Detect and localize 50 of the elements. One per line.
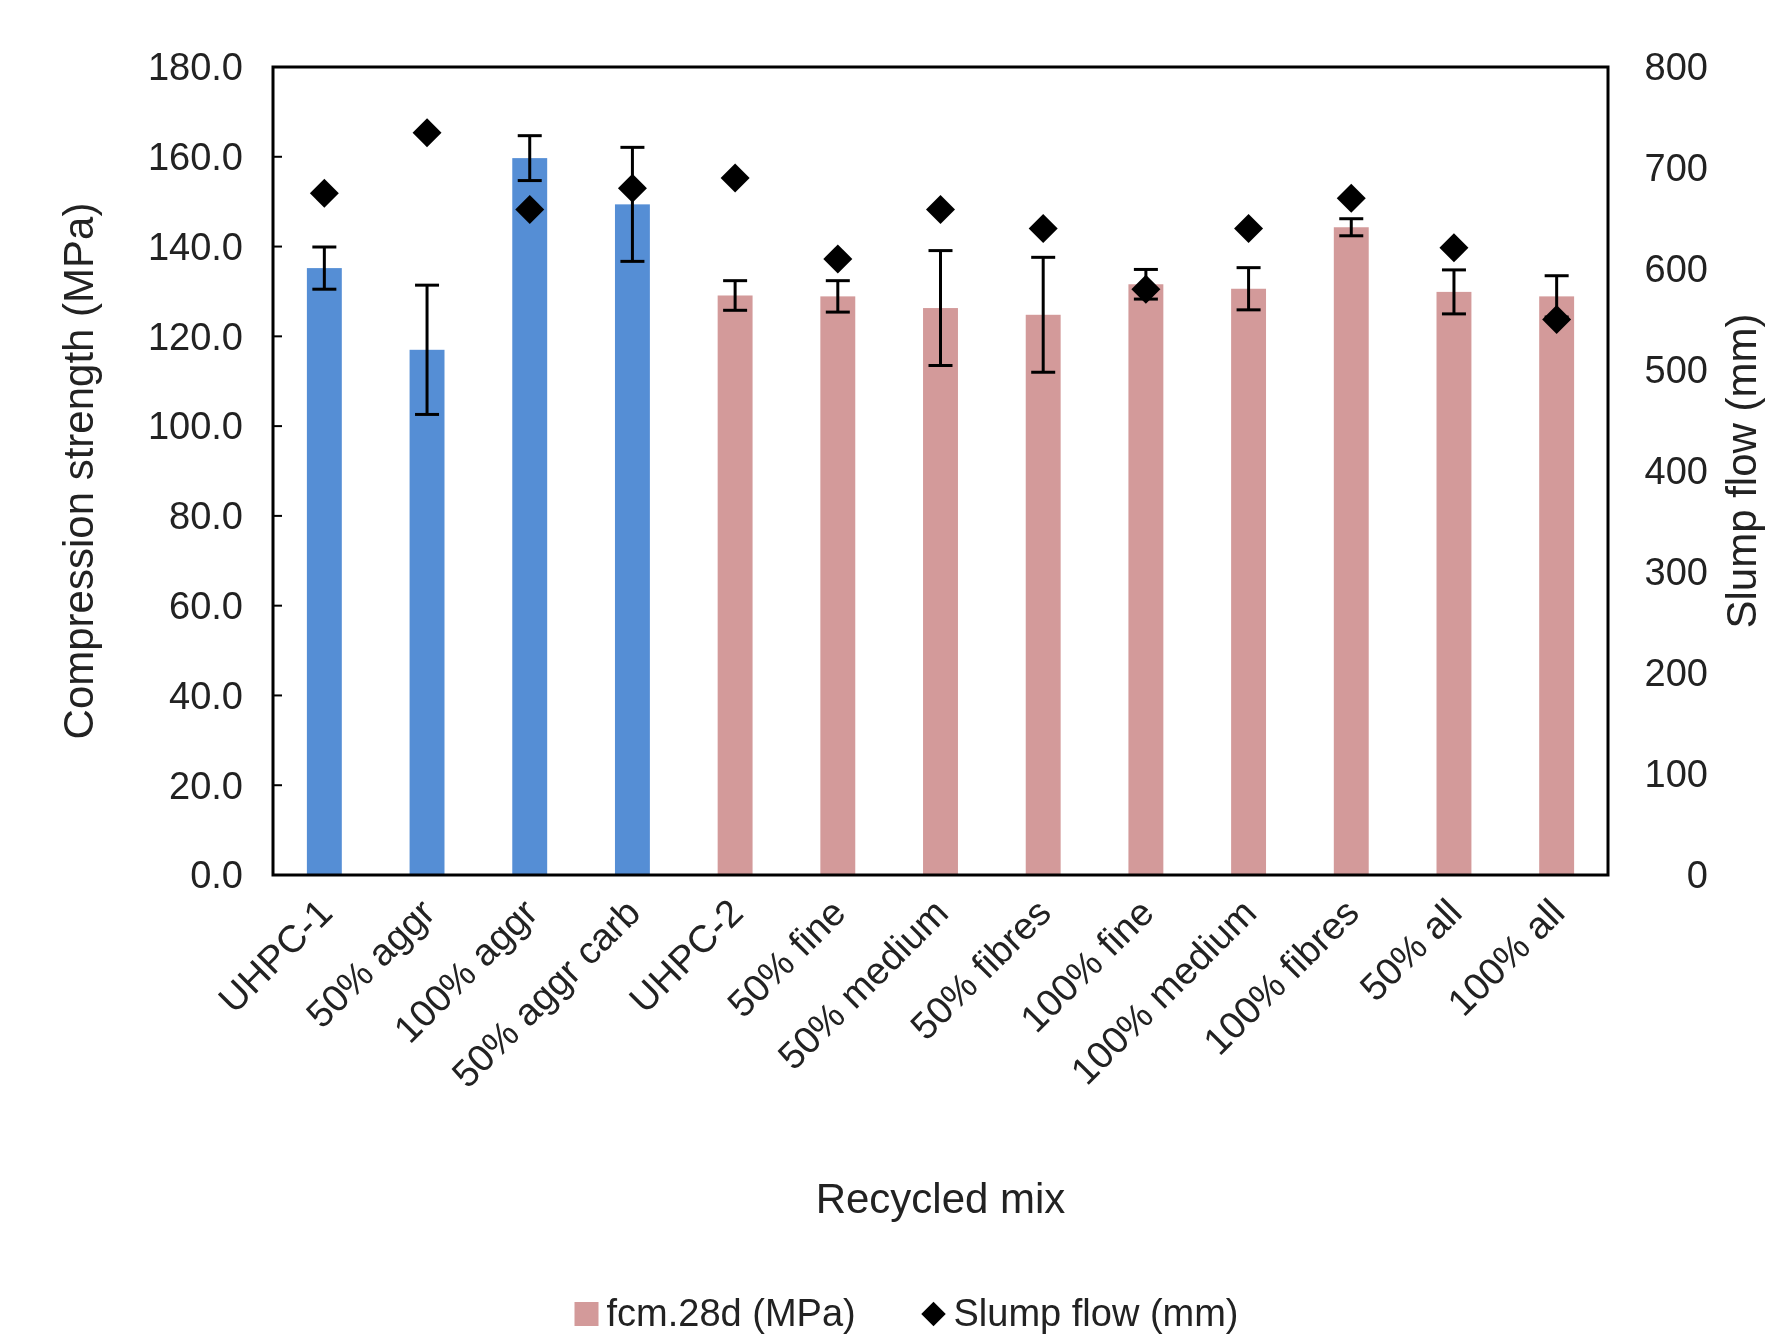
bar (409, 349, 445, 875)
bar (923, 308, 958, 875)
y2-tick-label: 800 (1644, 46, 1708, 89)
bar (717, 295, 753, 875)
point (823, 244, 853, 274)
y-tick-label: 120.0 (147, 315, 243, 358)
point (1336, 183, 1366, 213)
legend-label: fcm.28d (MPa) (606, 1292, 856, 1334)
bar (614, 204, 650, 875)
bar (1231, 288, 1267, 875)
legend-label: Slump flow (mm) (953, 1292, 1239, 1334)
y-tick-label: 0.0 (190, 854, 243, 897)
bar (820, 296, 856, 875)
y2-tick-label: 300 (1644, 551, 1708, 594)
y-tick-label: 140.0 (147, 225, 243, 268)
y-tick-label: 60.0 (169, 584, 243, 627)
bar (306, 268, 342, 875)
y2-tick-label: 100 (1644, 753, 1708, 796)
y2-tick-label: 600 (1644, 248, 1708, 291)
y2-tick-label: 400 (1644, 450, 1708, 493)
y2-tick-label: 500 (1644, 349, 1708, 392)
bar (1128, 284, 1164, 875)
y-axis-title: Compression strength (MPa) (55, 202, 102, 740)
point (309, 178, 339, 208)
y-tick-label: 40.0 (169, 674, 243, 717)
point (1131, 274, 1161, 304)
point (720, 163, 750, 193)
y-tick-label: 20.0 (169, 764, 243, 807)
bar (1436, 291, 1472, 875)
point (1542, 305, 1572, 334)
y2-tick-label: 0 (1686, 854, 1708, 897)
x-axis-title: Recycled mix (815, 1175, 1066, 1222)
point (1028, 214, 1058, 244)
y2-axis-title: Slump flow (mm) (1718, 313, 1765, 629)
point (926, 194, 955, 224)
bar (1333, 227, 1369, 875)
y2-tick-label: 700 (1644, 147, 1708, 190)
y-tick-label: 100.0 (147, 405, 243, 448)
y-tick-label: 180.0 (147, 46, 243, 89)
point (515, 194, 545, 224)
bar (1025, 314, 1061, 875)
y-tick-label: 80.0 (169, 495, 243, 538)
point (1439, 233, 1469, 263)
y2-tick-label: 200 (1644, 652, 1708, 695)
point (617, 173, 647, 203)
point (1234, 214, 1264, 244)
bar (1539, 296, 1575, 875)
bar (512, 158, 548, 875)
point (412, 118, 442, 148)
y-tick-label: 160.0 (147, 136, 243, 179)
